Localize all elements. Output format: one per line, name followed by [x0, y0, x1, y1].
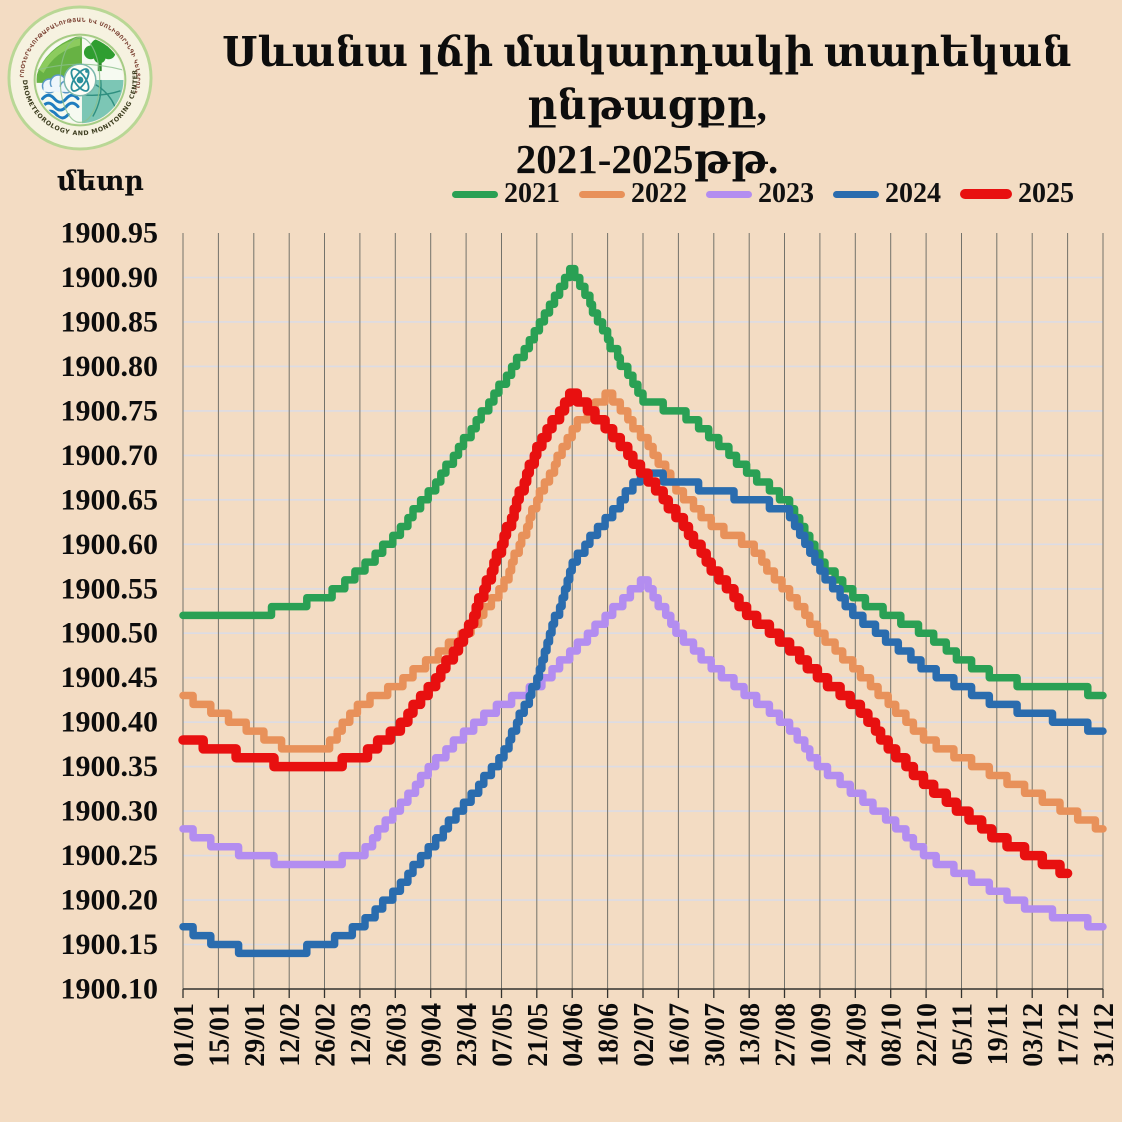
x-tick-label: 12/02: [275, 1003, 306, 1067]
series-line-2021: [179, 264, 1107, 700]
x-tick-label: 01/01: [169, 1003, 200, 1067]
legend-swatch-icon: [833, 190, 879, 198]
x-tick-label: 26/03: [381, 1003, 412, 1067]
y-tick-label: 1900.80: [61, 350, 159, 383]
x-tick-label: 04/06: [558, 1003, 589, 1067]
x-tick-label: 22/10: [912, 1003, 943, 1067]
x-tick-label: 05/11: [947, 1003, 978, 1065]
chart-title-line1: Սևանա լճի մակարդակի տարեկան ընթացքը,: [222, 29, 1072, 129]
legend-item-2022: 2022: [579, 178, 687, 210]
chart-title: Սևանա լճի մակարդակի տարեկան ընթացքը, 202…: [180, 26, 1114, 186]
series-line-2025: [178, 388, 1073, 879]
y-tick-label: 1900.10: [61, 973, 159, 1006]
y-tick-label: 1900.20: [61, 884, 159, 917]
chart-title-line2: 2021-2025թթ.: [515, 135, 779, 182]
legend-item-2024: 2024: [833, 178, 941, 210]
logo-atom-icon: [63, 63, 97, 97]
legend-swatch-icon: [706, 190, 752, 198]
y-tick-label: 1900.55: [61, 572, 159, 605]
x-tick-label: 02/07: [629, 1003, 660, 1067]
y-tick-label: 1900.95: [61, 217, 159, 250]
y-tick-label: 1900.65: [61, 483, 159, 516]
y-tick-label: 1900.15: [61, 928, 159, 961]
x-tick-label: 24/09: [841, 1003, 872, 1067]
x-tick-label: 12/03: [346, 1003, 377, 1067]
x-tick-label: 31/12: [1089, 1003, 1120, 1067]
y-tick-label: 1900.90: [61, 261, 159, 294]
y-tick-label: 1900.45: [61, 661, 159, 694]
legend-item-2025: 2025: [960, 178, 1074, 210]
legend: 2021 2022 2023 2024 2025: [452, 178, 1074, 210]
y-tick-label: 1900.40: [61, 706, 159, 739]
y-tick-label: 1900.30: [61, 795, 159, 828]
x-tick-label: 09/04: [417, 1003, 448, 1067]
x-tick-label: 29/01: [240, 1003, 271, 1067]
x-tick-label: 26/02: [311, 1003, 342, 1067]
y-tick-label: 1900.50: [61, 617, 159, 650]
series-line-2022: [179, 389, 1107, 833]
y-tick-label: 1900.85: [61, 305, 159, 338]
legend-label: 2025: [1018, 178, 1074, 209]
series-line-2023: [179, 576, 1107, 931]
x-tick-label: 10/09: [806, 1003, 837, 1067]
legend-label: 2021: [504, 178, 560, 209]
legend-item-2023: 2023: [706, 178, 814, 210]
legend-item-2021: 2021: [452, 178, 560, 210]
legend-swatch-icon: [452, 190, 498, 198]
x-tick-label: 07/05: [487, 1003, 518, 1067]
x-tick-label: 19/11: [983, 1003, 1014, 1065]
x-tick-label: 16/07: [664, 1003, 695, 1067]
x-tick-label: 13/08: [735, 1003, 766, 1067]
y-tick-label: 1900.70: [61, 439, 159, 472]
x-tick-label: 23/04: [452, 1003, 483, 1067]
organization-logo: «ՀԻԴՐՈՕԴԵՐԵՎՈՒԹԱԲԱՆՈՒԹՅԱՆ ԵՎ ՄՈՆԻԹՈՐԻՆԳԻ…: [2, 0, 154, 152]
y-tick-label: 1900.25: [61, 839, 159, 872]
legend-swatch-icon: [579, 190, 625, 198]
y-tick-label: 1900.75: [61, 394, 159, 427]
legend-label: 2023: [758, 178, 814, 209]
legend-label: 2022: [631, 178, 687, 209]
x-tick-label: 18/06: [594, 1003, 625, 1067]
x-tick-label: 03/12: [1018, 1003, 1049, 1067]
logo-emblem-icon: «ՀԻԴՐՈՕԴԵՐԵՎՈՒԹԱԲԱՆՈՒԹՅԱՆ ԵՎ ՄՈՆԻԹՈՐԻՆԳԻ…: [2, 0, 153, 151]
x-tick-label: 27/08: [771, 1003, 802, 1067]
series-line-2024: [179, 469, 1107, 958]
x-tick-label: 08/10: [877, 1003, 908, 1067]
x-tick-label: 21/05: [523, 1003, 554, 1067]
legend-label: 2024: [885, 178, 941, 209]
x-tick-label: 30/07: [700, 1003, 731, 1067]
y-tick-label: 1900.60: [61, 528, 159, 561]
x-tick-label: 17/12: [1054, 1003, 1085, 1067]
legend-swatch-icon: [960, 189, 1012, 199]
y-axis-unit-label: մետր: [57, 166, 144, 196]
y-tick-label: 1900.35: [61, 750, 159, 783]
x-tick-label: 15/01: [204, 1003, 235, 1067]
